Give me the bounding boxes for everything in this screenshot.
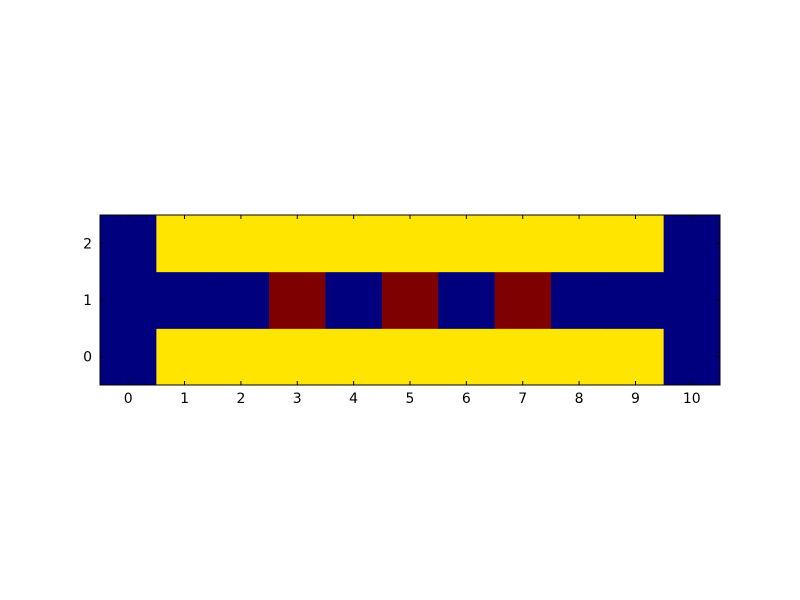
heatmap-cell xyxy=(607,215,665,273)
heatmap-cell xyxy=(607,271,665,329)
heatmap-cells xyxy=(100,215,721,386)
x-tick-label: 5 xyxy=(406,391,415,407)
heatmap-cell xyxy=(212,328,270,386)
heatmap-cell xyxy=(550,271,608,329)
heatmap-cell xyxy=(663,215,721,273)
heatmap-cell xyxy=(212,215,270,273)
x-tick-label: 6 xyxy=(462,391,471,407)
y-axis-ticks: 0 1 2 xyxy=(83,236,720,366)
x-tick-label: 2 xyxy=(236,391,245,407)
heatmap-cell xyxy=(325,328,383,386)
heatmap-cell xyxy=(269,328,326,386)
heatmap-cell xyxy=(156,271,214,329)
heatmap-cell xyxy=(100,328,157,386)
heatmap-cell xyxy=(100,271,157,329)
heatmap-cell xyxy=(550,328,608,386)
heatmap-cell xyxy=(494,215,552,273)
y-tick-label: 0 xyxy=(83,350,92,366)
x-tick-label: 8 xyxy=(575,391,584,407)
heatmap-cell xyxy=(381,215,439,273)
x-tick-label: 1 xyxy=(180,391,189,407)
heatmap-cell xyxy=(212,271,270,329)
x-tick-label: 7 xyxy=(518,391,527,407)
heatmap-cell xyxy=(325,271,383,329)
heatmap-cell xyxy=(438,215,496,273)
heatmap-cell xyxy=(494,271,552,329)
heatmap-cell xyxy=(663,328,721,386)
y-tick-label: 2 xyxy=(83,236,92,252)
heatmap-cell xyxy=(663,271,721,329)
x-axis-ticks: 0 1 2 3 4 5 6 7 8 9 10 xyxy=(124,215,701,407)
heatmap-cell xyxy=(100,215,157,273)
x-tick-label: 9 xyxy=(631,391,640,407)
x-tick-label: 3 xyxy=(293,391,302,407)
heatmap-cell xyxy=(269,215,326,273)
heatmap-cell xyxy=(381,328,439,386)
heatmap-cell xyxy=(438,328,496,386)
heatmap-cell xyxy=(156,215,214,273)
heatmap-cell xyxy=(550,215,608,273)
y-tick-label: 1 xyxy=(83,293,92,309)
x-tick-label: 0 xyxy=(124,391,133,407)
heatmap-cell xyxy=(438,271,496,329)
heatmap-cell xyxy=(325,215,383,273)
heatmap-cell xyxy=(381,271,439,329)
heatmap-cell xyxy=(156,328,214,386)
heatmap-cell xyxy=(269,271,326,329)
heatmap-cell xyxy=(494,328,552,386)
heatmap-cell xyxy=(607,328,665,386)
x-tick-label: 4 xyxy=(349,391,358,407)
x-tick-label: 10 xyxy=(683,391,701,407)
